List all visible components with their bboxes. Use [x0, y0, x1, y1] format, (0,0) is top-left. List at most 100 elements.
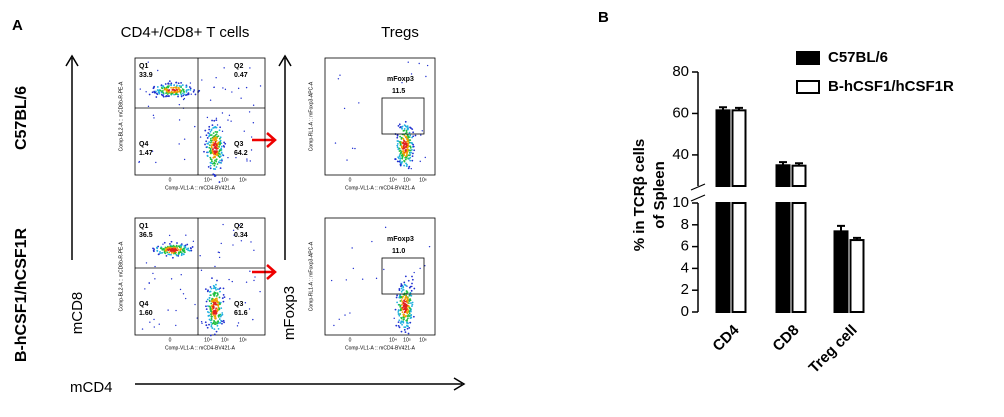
event-dot [158, 323, 160, 325]
event-dot [168, 80, 171, 83]
event-dot [219, 136, 222, 139]
event-dot [407, 127, 410, 129]
event-dot [411, 136, 413, 139]
event-dot [407, 61, 409, 63]
event-dot [214, 309, 217, 312]
plot-tick-label: 10⁴ [389, 177, 397, 183]
plot-axis-title: Comp-RL1-A :: mFoxp3-APC-A [308, 81, 314, 151]
event-dot [403, 326, 406, 329]
event-dot [400, 285, 402, 288]
event-dot [401, 323, 403, 326]
event-dot [402, 295, 405, 298]
event-dot [164, 83, 167, 85]
event-dot [209, 164, 212, 167]
event-dot [224, 88, 227, 91]
event-dot [211, 136, 214, 139]
event-dot [227, 156, 229, 159]
event-dot [404, 331, 407, 334]
event-dot [406, 312, 409, 315]
event-dot [212, 141, 215, 144]
event-dot [216, 324, 219, 327]
event-dot [408, 312, 411, 315]
event-dot [224, 142, 227, 145]
event-dot [211, 124, 214, 127]
event-dot [408, 294, 411, 297]
gate-name: mFoxp3 [387, 236, 414, 243]
event-dot [404, 158, 407, 161]
event-dot [215, 303, 218, 306]
column-title: Tregs [381, 24, 419, 41]
event-dot [240, 97, 242, 99]
plot-tick-label: 10⁴ [204, 177, 212, 183]
event-dot [160, 91, 163, 94]
event-dot [419, 160, 421, 163]
plot-tick-label: 10⁵ [221, 337, 229, 343]
event-dot [216, 292, 219, 295]
event-dot [186, 243, 189, 246]
event-dot [210, 324, 213, 326]
event-dot [402, 318, 405, 321]
event-dot [339, 74, 341, 76]
event-dot [189, 89, 192, 91]
event-dot [398, 289, 401, 292]
event-dot [223, 141, 226, 144]
event-dot [397, 311, 400, 313]
event-dot [177, 88, 180, 91]
event-dot [218, 318, 221, 320]
event-dot [182, 253, 185, 256]
event-dot [419, 267, 421, 270]
event-dot [351, 247, 353, 249]
event-dot [354, 147, 356, 150]
event-dot [193, 89, 196, 91]
event-dot [174, 86, 177, 89]
y-tick-label: 10 [672, 194, 689, 211]
event-dot [405, 156, 408, 159]
event-dot [214, 156, 216, 158]
event-dot [217, 152, 220, 155]
event-dot [153, 117, 155, 119]
event-dot [209, 290, 212, 293]
event-dot [164, 246, 167, 249]
event-dot [404, 275, 407, 278]
event-dot [349, 312, 351, 314]
event-dot [235, 156, 237, 159]
event-dot [194, 125, 196, 128]
event-dot [244, 302, 247, 304]
plot-tick-label: 10⁴ [389, 337, 397, 343]
error-bar [735, 106, 743, 111]
event-dot [179, 248, 182, 251]
event-dot [219, 155, 222, 158]
event-dot [211, 308, 214, 311]
event-dot [156, 246, 158, 249]
quadrant-name: Q2 [234, 223, 243, 230]
event-dot [214, 287, 217, 290]
plot-tick-label: 10⁶ [239, 177, 247, 183]
event-dot [217, 135, 220, 138]
event-dot [160, 84, 163, 87]
plot-axis-title: Comp-VL1-A :: mCD4-BV421-A [345, 345, 416, 351]
event-dot [221, 297, 224, 300]
red-arrow [252, 132, 277, 280]
event-dot [157, 69, 159, 72]
event-dot [148, 93, 151, 96]
event-dot [165, 86, 168, 89]
event-dot [398, 154, 401, 157]
event-dot [205, 140, 208, 143]
event-dot [408, 165, 411, 168]
event-dot [231, 91, 233, 93]
event-dot [178, 119, 181, 121]
event-dot [403, 124, 406, 127]
event-dot [400, 136, 403, 139]
event-dot [215, 144, 218, 146]
event-dot [209, 149, 212, 152]
event-dot [424, 265, 426, 267]
event-dot [408, 315, 411, 317]
event-dot [215, 312, 218, 315]
event-dot [214, 292, 216, 294]
event-dot [190, 249, 193, 252]
event-dot [410, 73, 413, 75]
y-axis-label: % in TCRβ cells [631, 139, 648, 252]
event-dot [204, 143, 206, 146]
event-dot [220, 314, 223, 317]
event-dot [191, 246, 194, 248]
